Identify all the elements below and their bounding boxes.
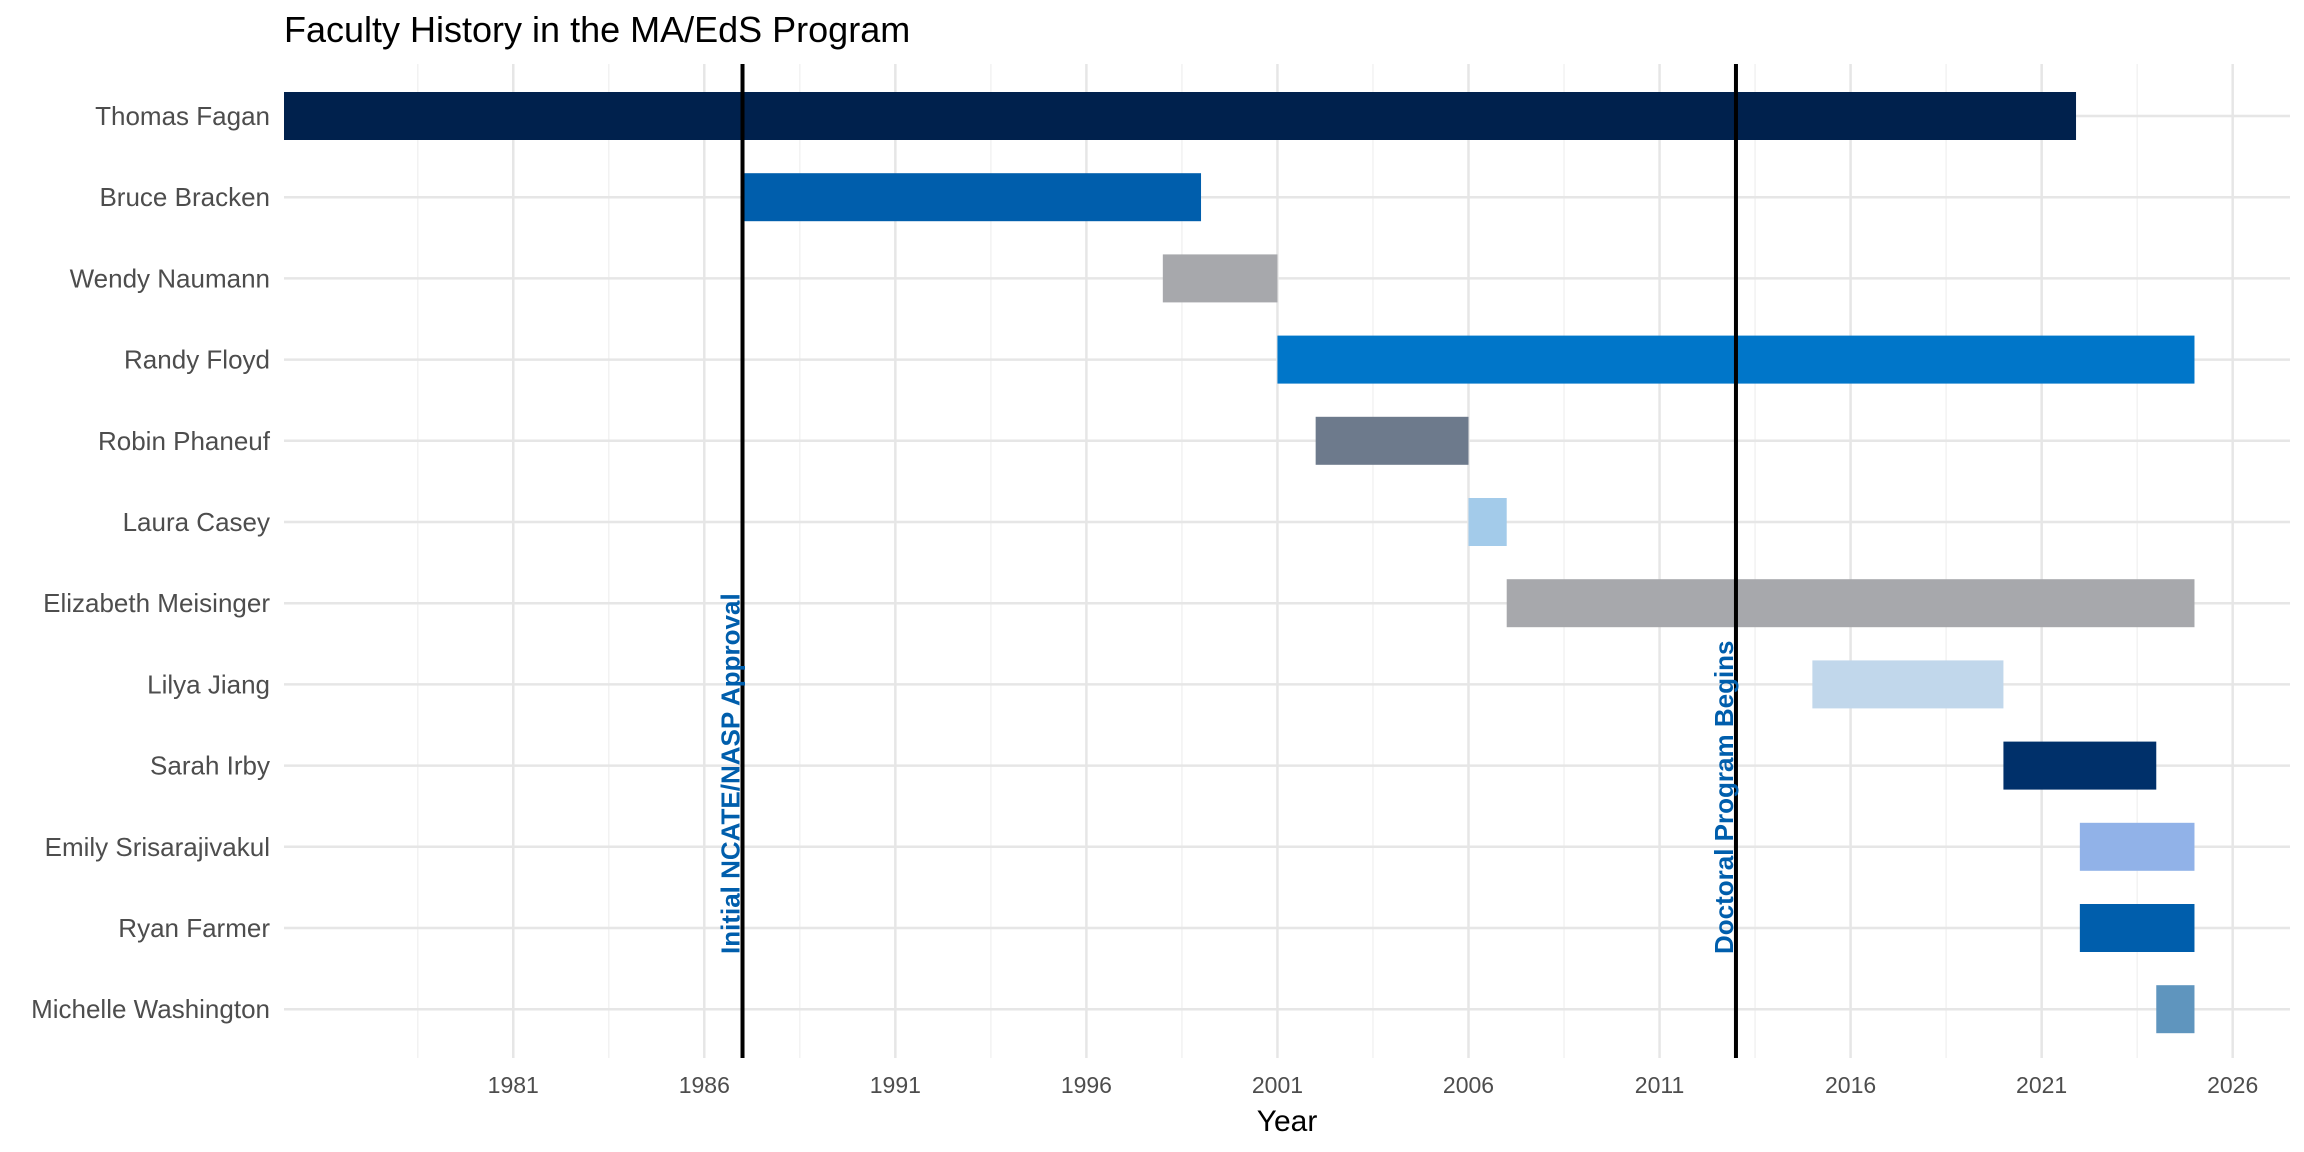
x-axis-tick-label: 2026: [2207, 1072, 2258, 1098]
y-axis-label: Thomas Fagan: [95, 101, 270, 131]
bar-elizabeth-meisinger: [1506, 579, 2195, 628]
x-axis-tick-label: 1991: [870, 1072, 921, 1098]
faculty-name-labels: Thomas Fagan Bruce Bracken Wendy Naumann Ra…: [31, 101, 271, 1024]
x-axis-tick-label: 1996: [1061, 1072, 1112, 1098]
y-axis-label: Emily Srisarajivakul: [45, 832, 270, 862]
x-axis-tick-label: 2021: [2016, 1072, 2067, 1098]
y-axis-label: Elizabeth Meisinger: [43, 588, 270, 618]
bar-laura-casey: [1468, 498, 1507, 546]
milestone-label: Doctoral Program Begins: [1709, 640, 1739, 954]
x-axis-tick-label: 1986: [679, 1072, 730, 1098]
milestone-label: Initial NCATE/NASP Approval: [716, 593, 746, 954]
x-axis-tick-label: 2016: [1825, 1072, 1876, 1098]
bar-bruce-bracken: [742, 173, 1202, 222]
bar-lilya-jiang: [1812, 660, 2004, 709]
x-axis-tick-label: 2001: [1252, 1072, 1303, 1098]
y-axis-label: Sarah Irby: [150, 751, 270, 781]
bar-ryan-farmer: [2079, 904, 2195, 952]
y-axis-label: Robin Phaneuf: [98, 426, 271, 456]
y-axis-label: Laura Casey: [123, 507, 270, 537]
chart-title: Faculty History in the MA/EdS Program: [284, 9, 910, 50]
x-axis-tick-label: 1981: [488, 1072, 539, 1098]
bar-michelle-washington: [2156, 985, 2195, 1034]
bar-emily-srisarajivakul: [2079, 822, 2195, 871]
x-axis-tick-label: 2006: [1443, 1072, 1494, 1098]
bar-wendy-naumann: [1162, 254, 1278, 303]
major-gridlines: [284, 64, 2290, 1058]
y-axis-label: Michelle Washington: [31, 994, 270, 1024]
x-axis-title: Year: [1257, 1105, 1318, 1138]
milestone-lines: Initial NCATE/NASP Approval Doctoral Prog…: [716, 64, 1739, 1058]
x-axis-tick-label: 2011: [1635, 1072, 1684, 1098]
x-axis-tick-labels: 1981 1986 1991 1996 2001 2006 2011 2016 2021 2026: [488, 1072, 2259, 1098]
bar-sarah-irby: [2003, 741, 2157, 790]
y-axis-label: Bruce Bracken: [99, 182, 270, 212]
y-axis-label: Randy Floyd: [124, 345, 270, 375]
y-axis-label: Ryan Farmer: [118, 913, 270, 943]
faculty-bars: [284, 92, 2195, 1034]
y-axis-label: Wendy Naumann: [70, 263, 270, 293]
y-axis-label: Lilya Jiang: [147, 669, 270, 699]
bar-robin-phaneuf: [1315, 416, 1469, 465]
minor-gridlines: [416, 64, 2138, 1058]
bar-thomas-fagan: [284, 92, 2077, 140]
